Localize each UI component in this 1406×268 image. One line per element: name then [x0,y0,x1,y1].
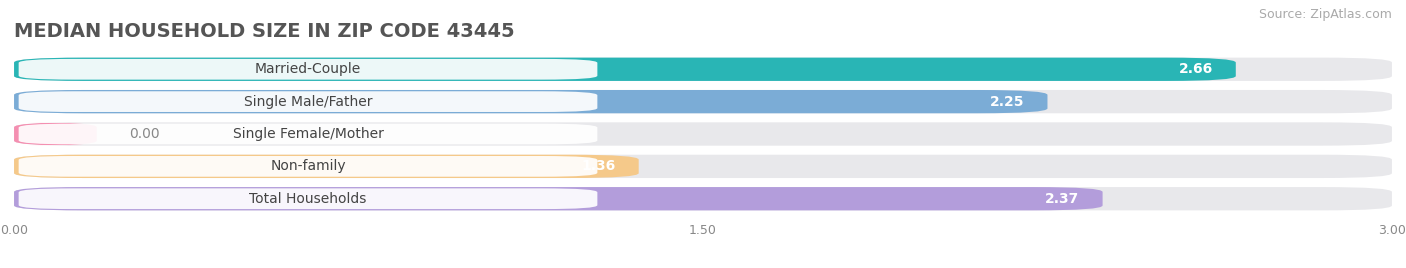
Text: Non-family: Non-family [270,159,346,173]
FancyBboxPatch shape [14,155,638,178]
Text: MEDIAN HOUSEHOLD SIZE IN ZIP CODE 43445: MEDIAN HOUSEHOLD SIZE IN ZIP CODE 43445 [14,22,515,41]
Text: Single Female/Mother: Single Female/Mother [232,127,384,141]
Text: 2.37: 2.37 [1046,192,1080,206]
FancyBboxPatch shape [18,156,598,177]
Text: Single Male/Father: Single Male/Father [243,95,373,109]
Text: 2.25: 2.25 [990,95,1025,109]
FancyBboxPatch shape [14,187,1102,210]
Text: Total Households: Total Households [249,192,367,206]
FancyBboxPatch shape [18,59,598,80]
FancyBboxPatch shape [18,124,598,144]
FancyBboxPatch shape [14,187,1392,210]
FancyBboxPatch shape [18,91,598,112]
FancyBboxPatch shape [14,90,1392,113]
Text: Source: ZipAtlas.com: Source: ZipAtlas.com [1258,8,1392,21]
FancyBboxPatch shape [14,122,97,146]
FancyBboxPatch shape [18,188,598,209]
FancyBboxPatch shape [14,58,1392,81]
Text: 2.66: 2.66 [1178,62,1213,76]
FancyBboxPatch shape [14,58,1236,81]
FancyBboxPatch shape [14,122,1392,146]
FancyBboxPatch shape [14,155,1392,178]
Text: 0.00: 0.00 [129,127,159,141]
FancyBboxPatch shape [14,90,1047,113]
Text: 1.36: 1.36 [582,159,616,173]
Text: Married-Couple: Married-Couple [254,62,361,76]
